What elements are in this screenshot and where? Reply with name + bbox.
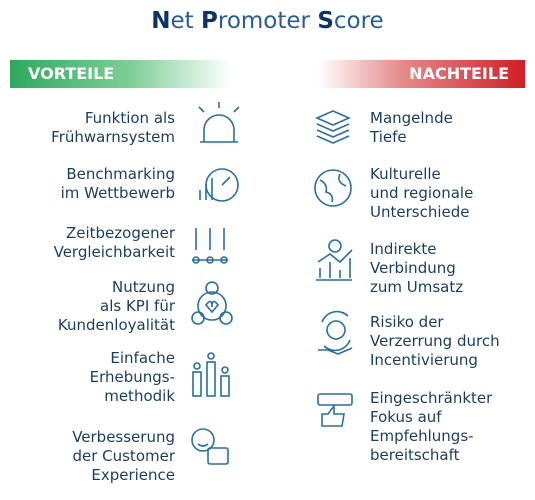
- item-line: Mangelnde: [370, 109, 453, 127]
- pro-item: Funktion als Frühwarnsystem: [51, 109, 175, 147]
- cons-heading: NACHTEILE: [318, 60, 525, 88]
- con-item: Indirekte Verbindung zum Umsatz: [370, 240, 463, 297]
- item-line: Benchmarking: [66, 165, 175, 183]
- pros-heading: VORTEILE: [10, 60, 232, 88]
- item-line: der Customer: [72, 446, 175, 465]
- rating-icon: [317, 393, 353, 427]
- item-line: methodik: [104, 386, 175, 405]
- item-line: Verbindung: [370, 258, 456, 277]
- alarm-icon: [198, 102, 240, 143]
- item-line: und regionale: [370, 183, 474, 202]
- item-line: Kundenloyalität: [57, 315, 175, 334]
- item-line: Eingeschränkter: [370, 389, 493, 407]
- con-item: Risiko der Verzerrung durch Incentivierung: [370, 313, 500, 370]
- experience-icon: [191, 428, 229, 465]
- title: Net Promoter Score: [151, 8, 384, 34]
- item-line: im Wettbewerb: [60, 184, 175, 202]
- item-line: Incentivierung: [370, 350, 478, 369]
- item-line: Vergleichbarkeit: [53, 243, 175, 261]
- incentive-icon: [318, 310, 353, 355]
- kpi-icon: [191, 281, 233, 325]
- item-line: Kulturelle: [370, 164, 441, 183]
- pro-item: Zeitbezogener Vergleichbarkeit: [54, 224, 175, 262]
- globe-icon: [314, 169, 352, 207]
- item-line: Einfache: [110, 348, 175, 367]
- item-line: Verzerrung durch: [370, 331, 500, 350]
- pro-item: Nutzung als KPI für Kundenloyalität: [58, 278, 175, 335]
- item-line: Tiefe: [370, 128, 407, 146]
- item-line: Risiko der: [370, 312, 444, 331]
- benchmark-icon: [199, 168, 239, 202]
- item-line: bereitschaft: [370, 446, 460, 464]
- revenue-icon: [316, 239, 353, 281]
- item-line: Empfehlungs-: [370, 427, 474, 445]
- con-item: Kulturelle und regionale Unterschiede: [370, 165, 473, 222]
- item-line: Erhebungs-: [89, 367, 175, 386]
- item-line: Fokus auf: [370, 408, 442, 426]
- item-line: Experience: [91, 465, 175, 484]
- con-item: Eingeschränkter Fokus auf Empfehlungs-bere…: [370, 389, 492, 465]
- pro-item: Verbesserung der Customer Experience: [72, 428, 175, 485]
- survey-icon: [192, 352, 230, 397]
- item-line: Frühwarnsystem: [51, 128, 175, 146]
- item-line: Unterschiede: [370, 202, 470, 221]
- pro-item: Benchmarking im Wettbewerb: [61, 165, 175, 203]
- item-line: als KPI für: [100, 296, 175, 315]
- item-line: Indirekte: [370, 239, 437, 258]
- item-line: Nutzung: [111, 277, 175, 296]
- con-item: Mangelnde Tiefe: [370, 109, 453, 147]
- layers-icon: [315, 110, 351, 144]
- item-line: Verbesserung: [72, 427, 175, 446]
- item-line: Funktion als: [84, 109, 175, 127]
- item-line: zum Umsatz: [370, 277, 464, 296]
- pro-item: Einfache Erhebungs-methodik: [90, 349, 175, 406]
- compare-icon: [192, 228, 228, 264]
- item-line: Zeitbezogener: [65, 224, 175, 242]
